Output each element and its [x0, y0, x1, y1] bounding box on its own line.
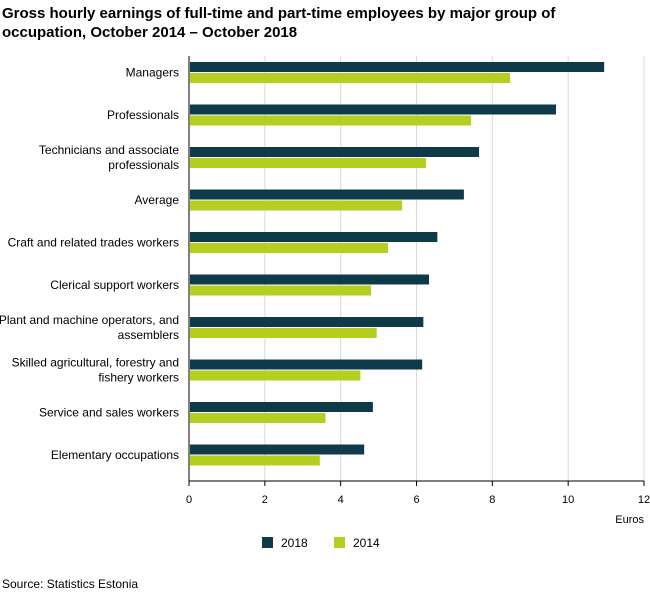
x-tick-label: 10: [562, 494, 574, 506]
legend-swatch: [334, 537, 345, 548]
category-label: Average: [135, 193, 180, 207]
bar: [190, 62, 605, 72]
x-axis-title: Euros: [615, 514, 644, 526]
legend: 2018 2014: [262, 536, 380, 550]
legend-swatch: [262, 537, 273, 548]
legend-label: 2018: [281, 536, 308, 550]
x-tick-label: 2: [262, 494, 268, 506]
source-note: Source: Statistics Estonia: [2, 577, 139, 591]
category-label: Craft and related trades workers: [8, 236, 179, 250]
category-label: Professionals: [107, 108, 179, 122]
bar: [190, 370, 361, 381]
bar: [190, 147, 480, 157]
bar: [190, 317, 424, 327]
bar: [190, 115, 472, 126]
x-tick-label: 6: [413, 494, 419, 506]
category-label: Technicians and associate professionals: [39, 143, 179, 172]
bar: [190, 104, 557, 115]
category-label: Clerical support workers: [50, 278, 179, 292]
x-tick-label: 12: [638, 494, 650, 506]
bar: [190, 328, 377, 338]
legend-label: 2014: [353, 536, 380, 550]
category-label: Plant and machine operators, and assemble…: [0, 313, 179, 342]
bar: [190, 189, 464, 200]
x-tick-label: 4: [338, 494, 344, 506]
bar-chart: 0 2 4 6 8 10 12 Euros Managers Professionals Tech…: [0, 56, 650, 550]
bar: [190, 402, 373, 412]
category-label: Elementary occupations: [51, 448, 179, 462]
x-tick-label: 0: [186, 494, 192, 506]
bar: [190, 232, 438, 242]
bar: [190, 200, 403, 211]
bar: [190, 243, 389, 253]
bar: [190, 274, 430, 285]
bar: [190, 285, 371, 296]
bar: [190, 455, 320, 466]
category-label: Skilled agricultural, forestry and fisher…: [12, 356, 179, 385]
bar: [190, 444, 365, 455]
category-label: Managers: [126, 66, 179, 80]
x-axis: 0 2 4 6 8 10 12 Euros: [186, 56, 650, 526]
bar: [190, 73, 511, 83]
bars: [190, 62, 605, 466]
bar: [190, 413, 326, 423]
chart-title: Gross hourly earnings of full-time and p…: [2, 5, 556, 41]
bar: [190, 158, 426, 168]
category-label: Service and sales workers: [39, 406, 179, 420]
x-tick-label: 8: [489, 494, 495, 506]
category-labels: Managers Professionals Technicians and ass…: [0, 66, 179, 463]
bar: [190, 359, 423, 370]
